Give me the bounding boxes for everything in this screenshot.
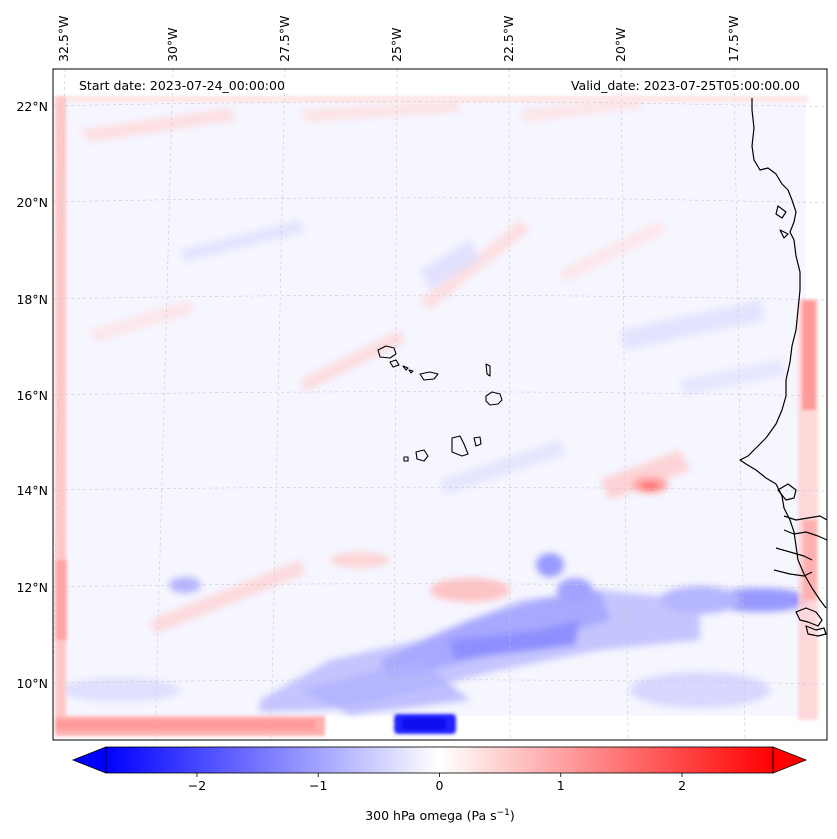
colorbar-tick-label: 1 xyxy=(557,778,565,793)
omega-patches xyxy=(60,96,810,715)
lat-label: 20°N xyxy=(16,195,48,210)
longitude-labels: 32.5°W 30°W 27.5°W 25°W 22.5°W 20°W 17.5… xyxy=(56,16,741,62)
lon-label: 27.5°W xyxy=(277,16,292,62)
lat-label: 16°N xyxy=(16,388,48,403)
cape-verde-islands xyxy=(377,345,503,462)
colorbar-ramp xyxy=(105,746,774,774)
colorbar-low-arrow xyxy=(71,746,107,774)
colorbar-high-arrow xyxy=(772,746,808,774)
lat-label: 18°N xyxy=(16,292,48,307)
start-date-label: Start date: 2023-07-24_00:00:00 xyxy=(79,78,285,93)
map-panel xyxy=(52,68,828,741)
lat-label: 22°N xyxy=(16,99,48,114)
lon-label: 30°W xyxy=(165,27,180,62)
lat-label: 10°N xyxy=(16,676,48,691)
map-frame xyxy=(52,68,828,741)
lat-label: 14°N xyxy=(16,483,48,498)
omega-details xyxy=(394,482,658,734)
colorbar-tick-label: 2 xyxy=(678,778,686,793)
colorbar-label: 300 hPa omega (Pa s−1) xyxy=(365,808,515,823)
colorbar: −2 −1 0 1 2 300 hPa omega (Pa s−1) xyxy=(71,746,808,823)
boundary-stripes xyxy=(55,96,818,736)
lon-label: 22.5°W xyxy=(501,16,516,62)
colorbar-tick-label: −2 xyxy=(188,778,206,793)
lon-label: 32.5°W xyxy=(56,16,71,62)
colorbar-ticks: −2 −1 0 1 2 xyxy=(188,773,686,793)
graticule xyxy=(53,69,827,740)
colorbar-tick-label: −1 xyxy=(309,778,327,793)
colorbar-tick-label: 0 xyxy=(436,778,444,793)
lat-label: 12°N xyxy=(16,580,48,595)
lon-label: 20°W xyxy=(613,27,628,62)
coastline xyxy=(739,98,827,637)
lon-label: 17.5°W xyxy=(726,16,741,62)
valid-date-label: Valid_date: 2023-07-25T05:00:00.00 xyxy=(571,78,800,93)
latitude-labels: 22°N 20°N 18°N 16°N 14°N 12°N 10°N xyxy=(16,99,48,691)
lon-label: 25°W xyxy=(389,27,404,62)
omega-field xyxy=(53,69,827,740)
